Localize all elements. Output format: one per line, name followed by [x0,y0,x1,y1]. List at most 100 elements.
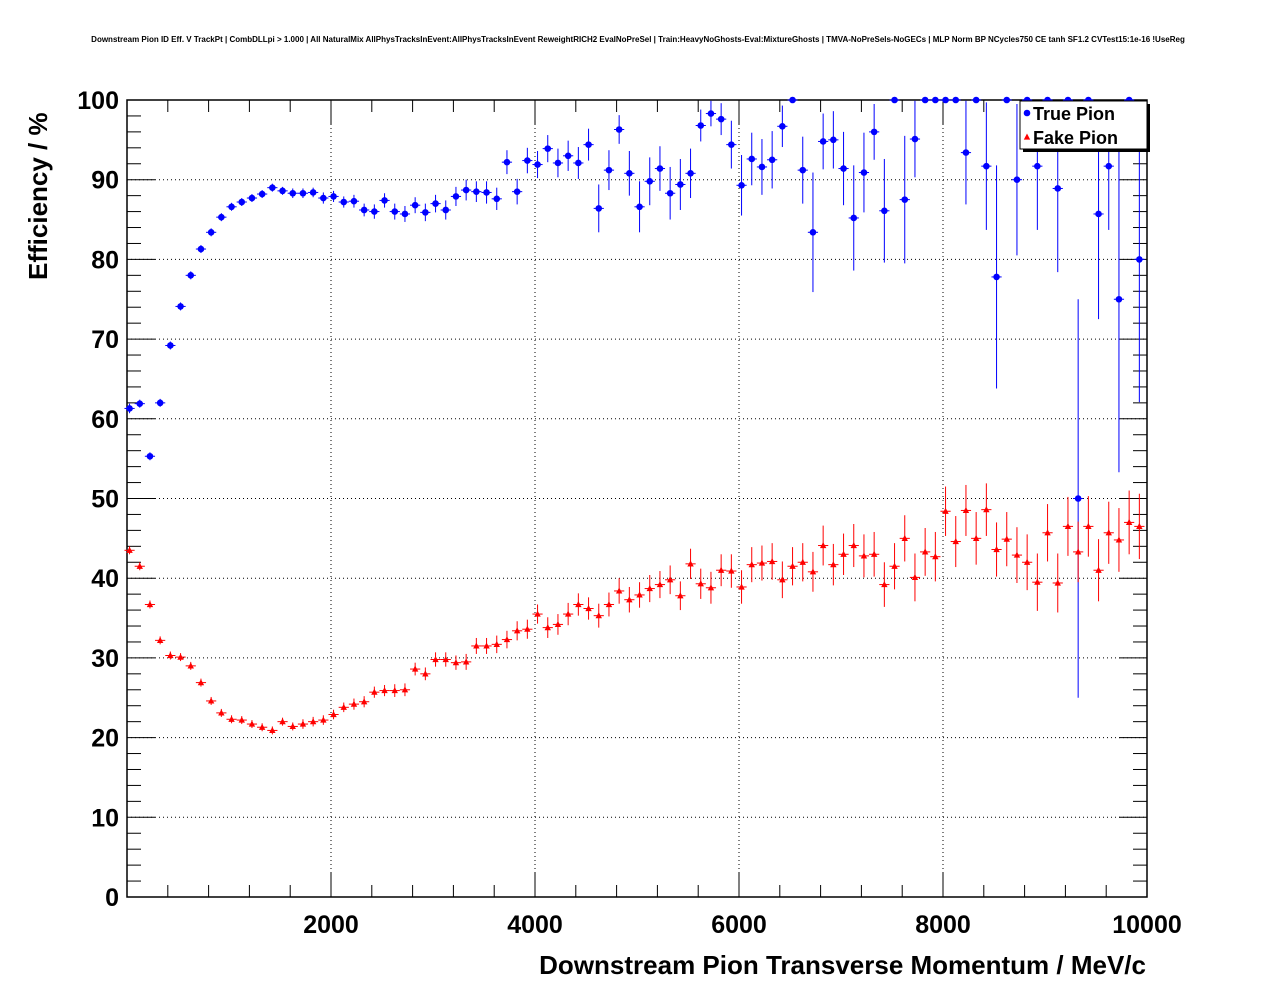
data-point [858,132,870,213]
marker-circle [146,452,154,460]
data-point [960,100,972,205]
data-point [226,202,237,211]
data-point [583,597,594,620]
marker-circle [279,187,286,195]
data-series [124,96,1145,735]
marker-triangle [921,548,929,555]
marker-triangle [156,636,164,643]
marker-triangle [493,640,500,647]
data-point [624,151,635,196]
y-tick-label: 60 [91,406,119,434]
data-point [920,527,931,576]
marker-circle [819,138,827,145]
marker-circle [309,189,317,196]
data-point [1042,504,1053,562]
marker-circle [381,197,388,204]
marker-triangle [554,620,562,628]
data-point [716,554,727,587]
data-point [481,637,492,654]
marker-triangle [207,697,215,704]
data-point [1011,103,1023,256]
data-point [726,554,737,588]
data-point [195,678,207,687]
data-point [195,245,207,254]
data-point [818,525,829,566]
marker-circle [1095,210,1102,218]
data-point [1073,521,1084,583]
marker-circle [1003,96,1011,104]
data-point [328,190,339,203]
data-point [909,553,921,602]
marker-circle [993,273,1000,281]
marker-triangle [524,625,531,632]
data-point [185,661,196,670]
data-point [165,341,176,350]
marker-circle [983,162,990,170]
data-point [175,302,186,311]
marker-circle [758,163,766,171]
data-point [522,619,533,639]
data-point [991,165,1002,389]
marker-circle [636,203,643,211]
marker-circle [391,208,399,215]
data-point [807,551,819,592]
data-point [1032,553,1043,611]
data-point [155,398,166,407]
data-point [512,621,523,641]
data-point [512,178,523,205]
marker-triangle [1115,536,1123,543]
legend: True Pion Fake Pion [1019,100,1150,152]
marker-circle [615,126,623,133]
marker-triangle [248,720,256,727]
x-tick-label: 10000 [1112,911,1182,939]
data-point [134,399,145,408]
data-point [471,181,482,203]
data-point [134,562,145,571]
data-point [716,103,727,136]
data-point [308,716,319,727]
marker-triangle [513,627,521,634]
marker-circle [248,194,256,202]
data-point [481,181,492,204]
marker-triangle [942,507,949,514]
marker-circle [1074,495,1082,502]
marker-triangle [228,715,235,722]
marker-circle [473,188,480,195]
data-point [960,484,972,536]
marker-triangle [1013,551,1021,558]
data-point [869,103,880,160]
marker-circle [830,136,837,144]
marker-triangle [1085,522,1092,529]
marker-circle [911,135,919,143]
data-point [348,194,360,208]
marker-triangle [585,604,592,612]
marker-circle [779,123,786,130]
marker-circle [422,209,429,216]
data-point [614,578,625,604]
marker-triangle [1023,558,1031,565]
data-point [430,194,441,213]
data-point [695,109,706,142]
marker-triangle [850,542,857,549]
marker-triangle [330,710,337,718]
data-point [807,172,819,293]
marker-circle [646,177,654,185]
data-point [563,140,574,171]
marker-triangle [218,709,225,716]
marker-triangle [595,612,602,619]
marker-circle [575,159,582,167]
marker-triangle [605,601,613,608]
marker-triangle [891,562,898,569]
data-point [410,662,421,676]
data-point [614,115,625,144]
marker-circle [605,166,613,174]
data-point [971,96,982,104]
marker-circle [238,198,246,206]
legend-marker-circle [1023,109,1031,117]
legend-marker-triangle [1023,133,1031,140]
data-point [440,652,451,667]
data-point [379,193,390,208]
data-point [124,546,135,555]
data-point [1001,512,1012,567]
